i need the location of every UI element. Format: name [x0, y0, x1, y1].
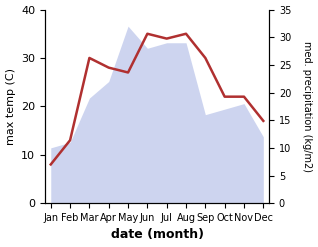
Y-axis label: max temp (C): max temp (C) — [5, 68, 16, 145]
Y-axis label: med. precipitation (kg/m2): med. precipitation (kg/m2) — [302, 41, 313, 172]
X-axis label: date (month): date (month) — [111, 228, 204, 242]
